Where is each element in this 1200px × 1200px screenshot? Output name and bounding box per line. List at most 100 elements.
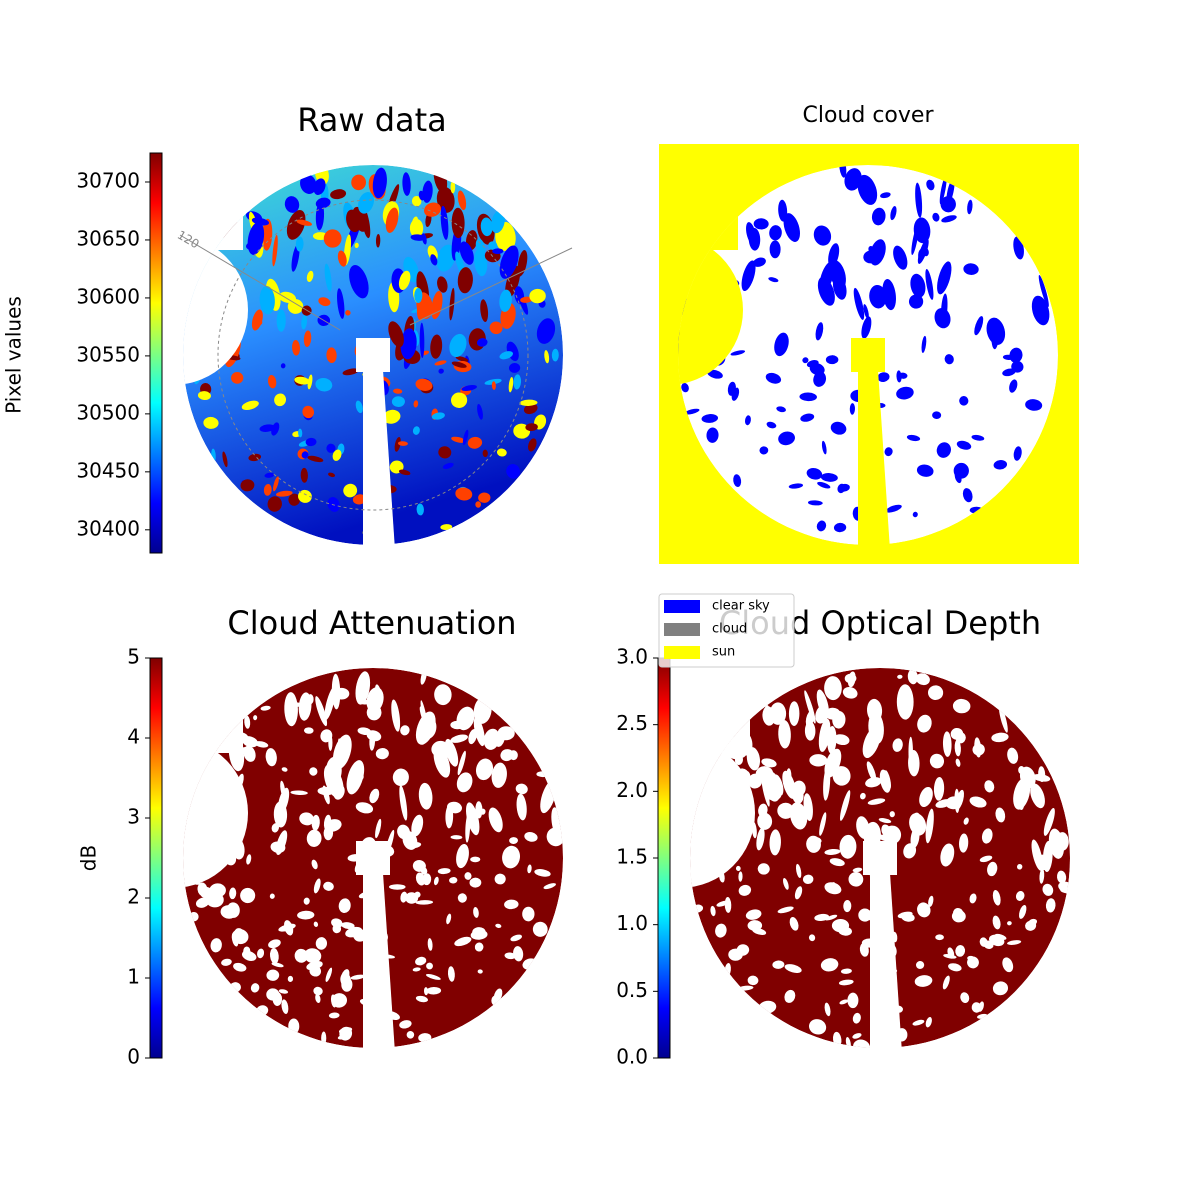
- cloud-patch: [326, 347, 337, 364]
- cloud-patch: [313, 878, 321, 894]
- cloud-patch: [355, 400, 363, 414]
- elevation-ring: [217, 199, 529, 511]
- cloud-patch: [992, 889, 1001, 906]
- cloud-patch: [869, 284, 887, 309]
- cloud-patch: [974, 737, 982, 758]
- cloud-patch: [480, 299, 489, 322]
- cloud-patch: [758, 803, 768, 817]
- cloud-patch: [263, 484, 272, 496]
- cloud-patch: [388, 321, 404, 348]
- cloud-patch: [399, 785, 408, 821]
- cloud-patch: [896, 386, 914, 400]
- cloud-patch: [313, 921, 319, 927]
- cloud-patch: [438, 446, 452, 459]
- colorbar-tick-label: 30550: [76, 342, 140, 366]
- cloud-patch: [795, 863, 802, 879]
- cloud-patch: [294, 376, 310, 385]
- cloud-patch: [419, 322, 425, 359]
- cloud-patch: [777, 802, 795, 819]
- panel-title: Cloud Attenuation: [227, 604, 516, 642]
- cloud-patch: [928, 895, 934, 907]
- cloud-patch: [492, 248, 504, 255]
- cloud-patch: [935, 934, 944, 941]
- cloud-patch: [400, 328, 417, 360]
- cloud-patch: [307, 694, 314, 705]
- cloud-patch: [426, 962, 433, 970]
- cloud-patch: [783, 877, 789, 890]
- cloud-patch: [993, 460, 1008, 470]
- cloud-patch: [495, 730, 505, 747]
- cloud-patch: [840, 968, 852, 974]
- cloud-patch: [881, 824, 892, 838]
- cloud-patch: [960, 992, 970, 1004]
- colorbar-tick-label: 2.5: [616, 711, 648, 735]
- cloud-patch: [262, 218, 273, 251]
- cloud-patch: [955, 732, 966, 744]
- cloud-patch: [462, 429, 469, 446]
- cloud-patch: [415, 872, 426, 886]
- cloud-patch: [824, 848, 841, 855]
- cloud-patch: [912, 1019, 925, 1026]
- cloud-patch: [337, 250, 347, 267]
- cloud-patch: [440, 524, 453, 531]
- cloud-patch: [889, 811, 895, 818]
- arm-mask: [870, 873, 902, 1053]
- cloud-patch: [878, 818, 892, 824]
- cloud-patch: [433, 746, 451, 778]
- sky-content: [690, 668, 1070, 1048]
- cloud-patch: [974, 316, 984, 336]
- cloud-patch: [730, 350, 746, 356]
- cloud-patch: [451, 207, 465, 239]
- cloud-patch: [1009, 347, 1023, 363]
- cloud-patch: [502, 845, 521, 869]
- cloud-patch: [852, 867, 863, 873]
- cloud-patch: [220, 905, 237, 919]
- cloud-patch: [506, 901, 515, 908]
- sun-mask: [356, 841, 390, 875]
- cloud-patch: [482, 449, 488, 458]
- cloud-patch: [915, 182, 923, 218]
- cloud-patch: [885, 504, 902, 513]
- cloud-patch: [478, 492, 491, 503]
- cloud-patch: [272, 234, 278, 267]
- cloud-patch: [820, 473, 838, 482]
- cloud-patch: [231, 932, 239, 947]
- cloud-patch: [457, 190, 467, 211]
- cloud-patch: [315, 696, 328, 727]
- cloud-patch: [898, 372, 908, 379]
- cloud-patch: [281, 999, 289, 1014]
- cloud-patch: [778, 199, 788, 222]
- cloud-patch: [433, 876, 439, 886]
- cloud-patch: [525, 423, 538, 432]
- cloud-patch: [824, 882, 842, 895]
- cloud-patch: [1018, 904, 1027, 919]
- cloud-patch: [768, 277, 779, 283]
- cloud-patch: [394, 437, 401, 452]
- cloud-patch: [375, 233, 381, 248]
- cloud-patch: [524, 832, 538, 842]
- cloud-patch: [748, 227, 761, 251]
- cloud-patch: [250, 983, 260, 993]
- colorbar-tick-label: 30700: [76, 168, 140, 192]
- cloud-patch: [246, 854, 252, 865]
- cloud-patch: [251, 309, 263, 331]
- cloud-patch: [411, 814, 424, 837]
- cloud-patch: [783, 213, 801, 242]
- cloud-patch: [838, 926, 852, 936]
- cloud-patch: [833, 734, 850, 746]
- cloud-patch: [1019, 766, 1036, 789]
- cloud-patch: [412, 967, 421, 972]
- cloud-patch: [735, 865, 741, 872]
- cloud-patch: [520, 296, 533, 303]
- cloud-patch: [402, 831, 418, 850]
- cloud-patch: [260, 705, 271, 711]
- cloud-patch: [296, 219, 312, 226]
- cloud-patch: [941, 215, 957, 223]
- cloud-patch: [839, 790, 851, 821]
- cloud-patch: [287, 299, 304, 314]
- cloud-patch: [839, 165, 847, 178]
- cloud-patch: [332, 924, 342, 934]
- cloud-patch: [297, 910, 315, 920]
- cloud-patch: [843, 899, 852, 913]
- cloud-patch: [528, 438, 537, 452]
